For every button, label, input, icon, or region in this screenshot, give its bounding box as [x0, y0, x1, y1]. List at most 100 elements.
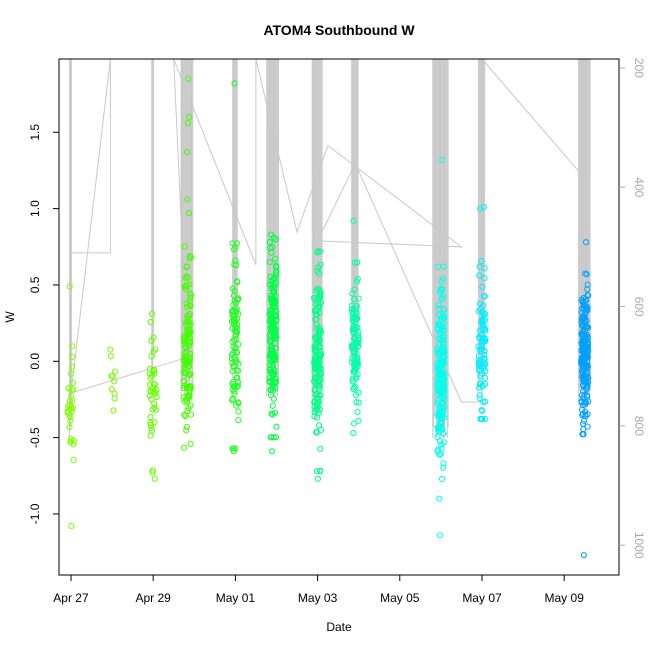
data-point: [579, 321, 586, 328]
data-point: [350, 429, 357, 437]
data-point: [313, 468, 320, 475]
data-point: [585, 292, 592, 299]
data-point: [108, 373, 115, 380]
data-point: [354, 315, 361, 322]
data-point: [230, 448, 237, 455]
data-point: [355, 399, 362, 406]
data-point: [187, 253, 194, 260]
data-point: [270, 383, 277, 390]
data-point: [68, 523, 75, 530]
data-point: [270, 234, 278, 241]
data-point: [187, 337, 194, 344]
data-point: [440, 324, 447, 331]
data-point: [231, 383, 238, 390]
data-point: [353, 375, 360, 382]
data-point: [230, 292, 237, 299]
x-tick-label: May 03: [298, 591, 338, 605]
data-point: [235, 360, 242, 367]
data-point: [437, 335, 444, 342]
data-point: [233, 402, 240, 409]
y2-tick-label: 1000: [632, 532, 646, 559]
data-point: [147, 419, 154, 426]
data-point: [272, 335, 279, 342]
data-point: [266, 377, 273, 384]
data-point: [66, 406, 73, 413]
data-point: [270, 325, 277, 332]
data-point: [234, 296, 241, 303]
data-point: [351, 259, 358, 266]
data-point: [438, 418, 445, 425]
data-point: [434, 326, 442, 333]
data-point: [235, 408, 242, 415]
data-point: [267, 312, 274, 319]
data-point: [439, 346, 446, 353]
data-point: [354, 408, 361, 415]
data-point: [152, 406, 160, 413]
data-point: [186, 298, 193, 305]
data-point: [311, 387, 318, 394]
data-point: [233, 240, 240, 247]
data-point: [187, 253, 194, 261]
data-point: [353, 278, 361, 285]
y-tick-label: 1.0: [28, 200, 42, 217]
data-point: [439, 340, 446, 347]
data-point: [234, 379, 241, 386]
data-point: [233, 348, 240, 355]
data-point: [317, 292, 324, 299]
data-point: [435, 301, 442, 309]
data-point: [184, 196, 191, 203]
data-point: [233, 336, 240, 343]
data-point: [111, 395, 118, 402]
data-point: [440, 326, 447, 334]
data-point: [183, 423, 190, 430]
data-point: [181, 378, 188, 385]
data-point: [441, 354, 448, 361]
data-point: [349, 311, 356, 318]
data-point: [581, 314, 589, 322]
data-point: [186, 392, 193, 399]
data-point: [440, 275, 447, 282]
data-point: [270, 289, 278, 296]
data-point: [267, 366, 274, 373]
data-point: [273, 316, 280, 323]
data-point: [434, 382, 441, 389]
data-point: [272, 332, 279, 340]
data-point: [317, 426, 324, 433]
data-point: [438, 360, 445, 367]
data-point: [233, 367, 240, 374]
data-point: [579, 402, 586, 409]
data-point: [314, 362, 321, 369]
data-point: [315, 299, 322, 307]
data-point: [479, 283, 486, 290]
data-point: [476, 392, 483, 399]
data-point: [148, 395, 155, 403]
data-point: [231, 317, 238, 324]
data-point: [107, 353, 114, 360]
y-tick-label: 1.5: [28, 124, 42, 141]
data-point: [350, 217, 357, 224]
data-point: [230, 362, 237, 369]
data-point: [111, 378, 118, 385]
data-point: [317, 467, 324, 474]
data-point: [315, 303, 322, 310]
data-point: [476, 272, 483, 279]
y-tick-label: -0.5: [28, 427, 42, 448]
data-point: [352, 365, 359, 372]
data-point: [355, 295, 362, 302]
data-point: [436, 437, 444, 445]
data-point: [230, 343, 237, 350]
data-point: [229, 285, 236, 292]
data-point: [441, 414, 448, 421]
data-point: [434, 448, 441, 455]
data-point: [478, 370, 486, 377]
plot-frame: [58, 58, 620, 576]
data-point: [69, 379, 77, 386]
data-point: [479, 415, 486, 423]
data-point: [435, 320, 442, 327]
data-point: [351, 420, 358, 427]
data-point: [235, 417, 242, 424]
data-point: [187, 294, 194, 301]
data-point: [315, 398, 322, 406]
data-point: [272, 299, 279, 306]
